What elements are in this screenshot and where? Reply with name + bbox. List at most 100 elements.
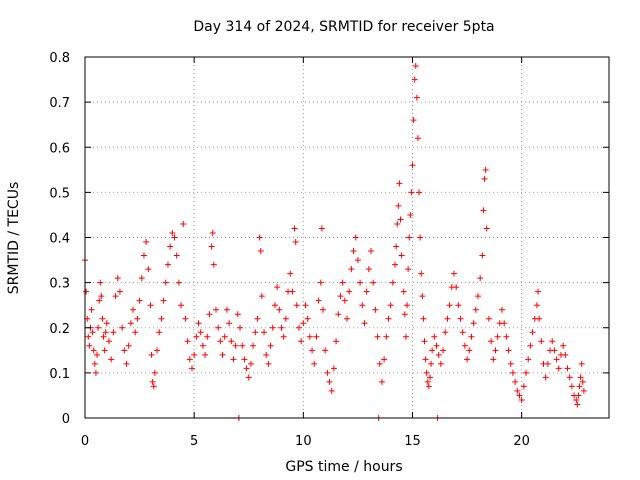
data-point — [378, 378, 385, 385]
data-point — [501, 320, 508, 327]
data-point — [158, 315, 165, 322]
data-point — [149, 378, 156, 385]
data-point — [503, 333, 510, 340]
data-point — [252, 329, 259, 336]
data-point — [98, 293, 105, 300]
y-tick-label: 0.6 — [49, 141, 70, 156]
data-point — [437, 360, 444, 367]
data-point — [102, 329, 109, 336]
data-point — [357, 279, 364, 286]
data-point — [92, 369, 99, 376]
data-point — [315, 297, 322, 304]
data-point — [400, 288, 407, 295]
y-tick-label: 0.4 — [49, 232, 70, 247]
data-point — [145, 266, 152, 273]
data-point — [440, 347, 447, 354]
data-point — [85, 333, 92, 340]
data-point — [298, 338, 305, 345]
data-point — [418, 270, 425, 277]
data-point — [116, 288, 123, 295]
data-point — [425, 383, 432, 390]
data-point — [184, 338, 191, 345]
data-point — [555, 365, 562, 372]
data-point — [261, 329, 268, 336]
data-point — [514, 387, 521, 394]
data-point — [431, 333, 438, 340]
data-point — [239, 342, 246, 349]
data-point — [339, 279, 346, 286]
data-point — [304, 315, 311, 322]
data-point — [210, 261, 217, 268]
data-point — [422, 356, 429, 363]
data-point — [405, 266, 412, 273]
data-point — [147, 302, 154, 309]
data-point — [186, 356, 193, 363]
y-tick-label: 0.2 — [49, 322, 70, 337]
data-point — [287, 270, 294, 277]
data-point — [523, 369, 530, 376]
data-point — [318, 225, 325, 232]
data-point — [374, 333, 381, 340]
data-point — [533, 302, 540, 309]
data-point — [387, 302, 394, 309]
data-point — [376, 360, 383, 367]
data-point — [106, 338, 113, 345]
y-axis: 0 0.1 0.2 0.3 0.4 0.5 0.6 0.7 0.8 — [49, 51, 609, 427]
data-point — [468, 333, 475, 340]
data-point — [167, 243, 174, 250]
data-point — [483, 225, 490, 232]
y-tick-label: 0 — [62, 412, 70, 427]
data-point — [274, 284, 281, 291]
data-point — [464, 356, 471, 363]
data-point — [408, 189, 415, 196]
data-point — [243, 365, 250, 372]
data-point — [123, 360, 130, 367]
data-point — [393, 243, 400, 250]
data-point — [417, 234, 424, 241]
data-point — [578, 360, 585, 367]
data-point — [480, 207, 487, 214]
data-point — [485, 315, 492, 322]
data-point — [197, 329, 204, 336]
data-point — [420, 315, 427, 322]
y-tick-label: 0.1 — [49, 367, 70, 382]
data-point — [426, 374, 433, 381]
data-point — [488, 338, 495, 345]
data-point — [306, 333, 313, 340]
data-point — [223, 306, 230, 313]
data-point — [419, 293, 426, 300]
data-point — [278, 324, 285, 331]
data-point — [213, 306, 219, 313]
data-point — [293, 302, 300, 309]
data-point — [136, 297, 143, 304]
y-axis-label: SRMTID / TECUs — [6, 182, 22, 295]
data-point — [466, 347, 473, 354]
data-point — [580, 387, 587, 394]
data-point — [130, 306, 137, 313]
data-point — [180, 220, 187, 227]
data-point — [453, 284, 460, 291]
data-point — [444, 315, 451, 322]
data-point — [221, 333, 228, 340]
data-point — [121, 347, 128, 354]
data-point — [258, 293, 265, 300]
data-points — [82, 63, 587, 421]
data-point — [169, 229, 176, 236]
data-point — [383, 333, 390, 340]
data-point — [110, 329, 117, 336]
data-point — [344, 315, 350, 322]
data-point — [397, 216, 404, 223]
data-point — [518, 396, 525, 403]
data-point — [527, 342, 534, 349]
data-point — [247, 360, 254, 367]
data-point — [512, 378, 519, 385]
data-point — [226, 320, 233, 327]
data-point — [470, 320, 477, 327]
data-point — [125, 342, 132, 349]
data-point — [396, 180, 403, 187]
data-point — [269, 324, 276, 331]
data-point — [406, 234, 413, 241]
x-tick-label: 0 — [81, 434, 89, 449]
data-point — [389, 279, 396, 286]
data-point — [542, 374, 549, 381]
